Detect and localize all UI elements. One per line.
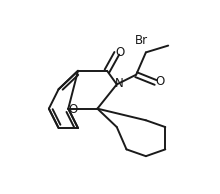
Text: O: O [68, 103, 78, 116]
Text: Br: Br [134, 34, 148, 47]
Text: O: O [116, 46, 125, 59]
Text: N: N [115, 77, 124, 90]
Text: O: O [156, 75, 165, 88]
